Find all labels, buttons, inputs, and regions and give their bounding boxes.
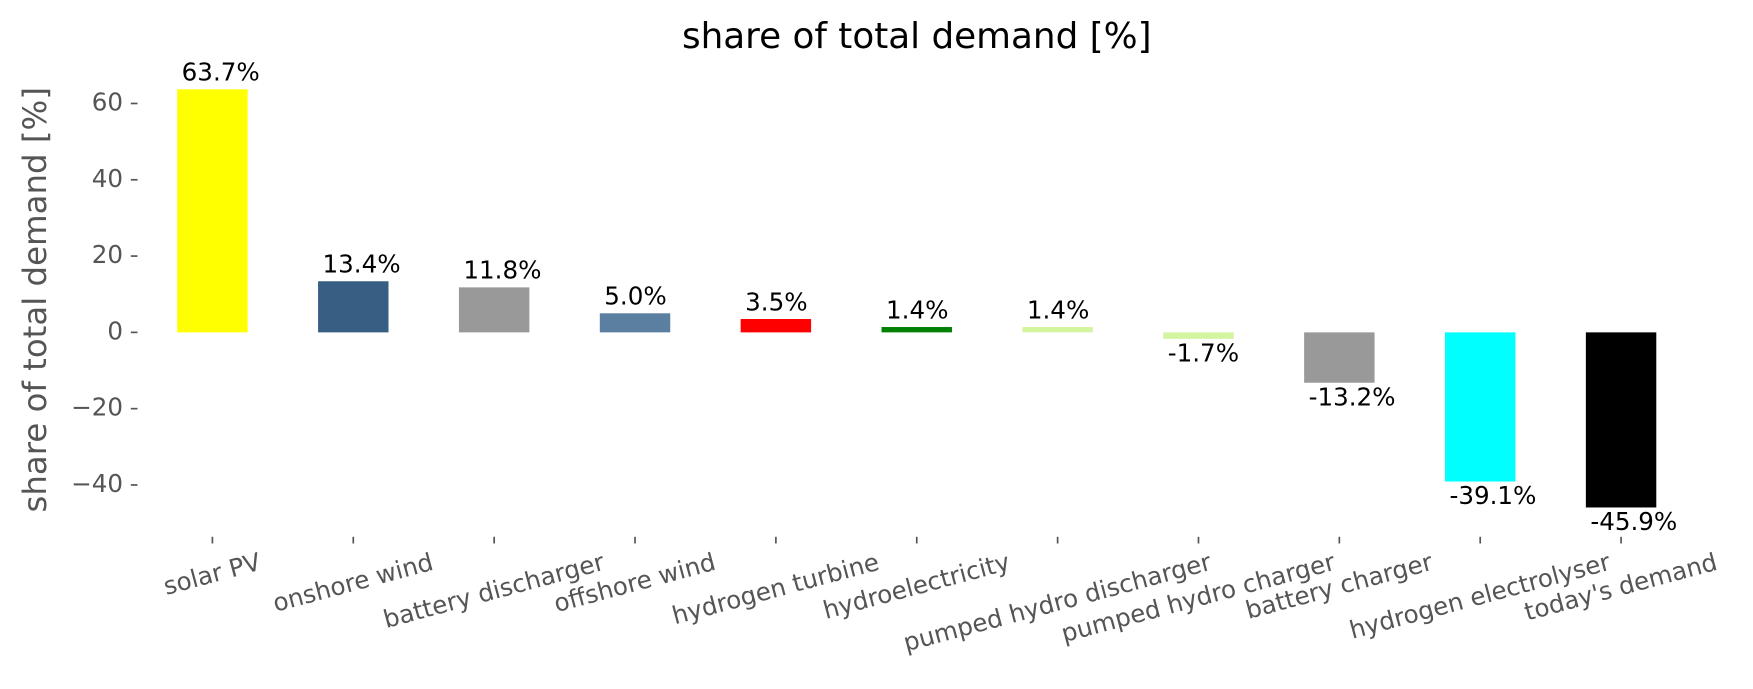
bar [458,287,530,333]
bar [1304,332,1375,383]
value-label: -13.2% [1309,382,1396,411]
value-label: 5.0% [604,282,666,311]
bar [1163,332,1234,339]
bar [318,281,389,333]
y-tick-label: −20 [71,393,123,422]
bar [1585,332,1657,508]
y-tick-label: 20 [92,240,123,269]
bar [881,327,952,333]
y-tick-label: 60 [92,87,123,116]
y-tick-label: −40 [71,469,123,498]
value-label: 11.8% [463,256,541,285]
value-label: 63.7% [182,58,260,87]
value-label: -45.9% [1590,507,1677,536]
value-label: 1.4% [886,295,948,324]
value-label: -39.1% [1449,481,1536,510]
bar [177,89,248,333]
y-axis-label: share of total demand [%] [16,87,54,513]
y-tick-label: 0 [107,316,123,345]
y-tick-label: 40 [92,164,123,193]
bar [1444,332,1516,482]
value-label: -1.7% [1168,339,1239,368]
value-label: 1.4% [1027,295,1089,324]
value-label: 3.5% [745,287,807,316]
bar [1022,327,1093,333]
value-label: 13.4% [323,250,401,279]
x-tick-label: solar PV [160,547,264,601]
bar [740,319,812,333]
chart-title: share of total demand [%] [682,16,1152,57]
bar [599,313,671,333]
